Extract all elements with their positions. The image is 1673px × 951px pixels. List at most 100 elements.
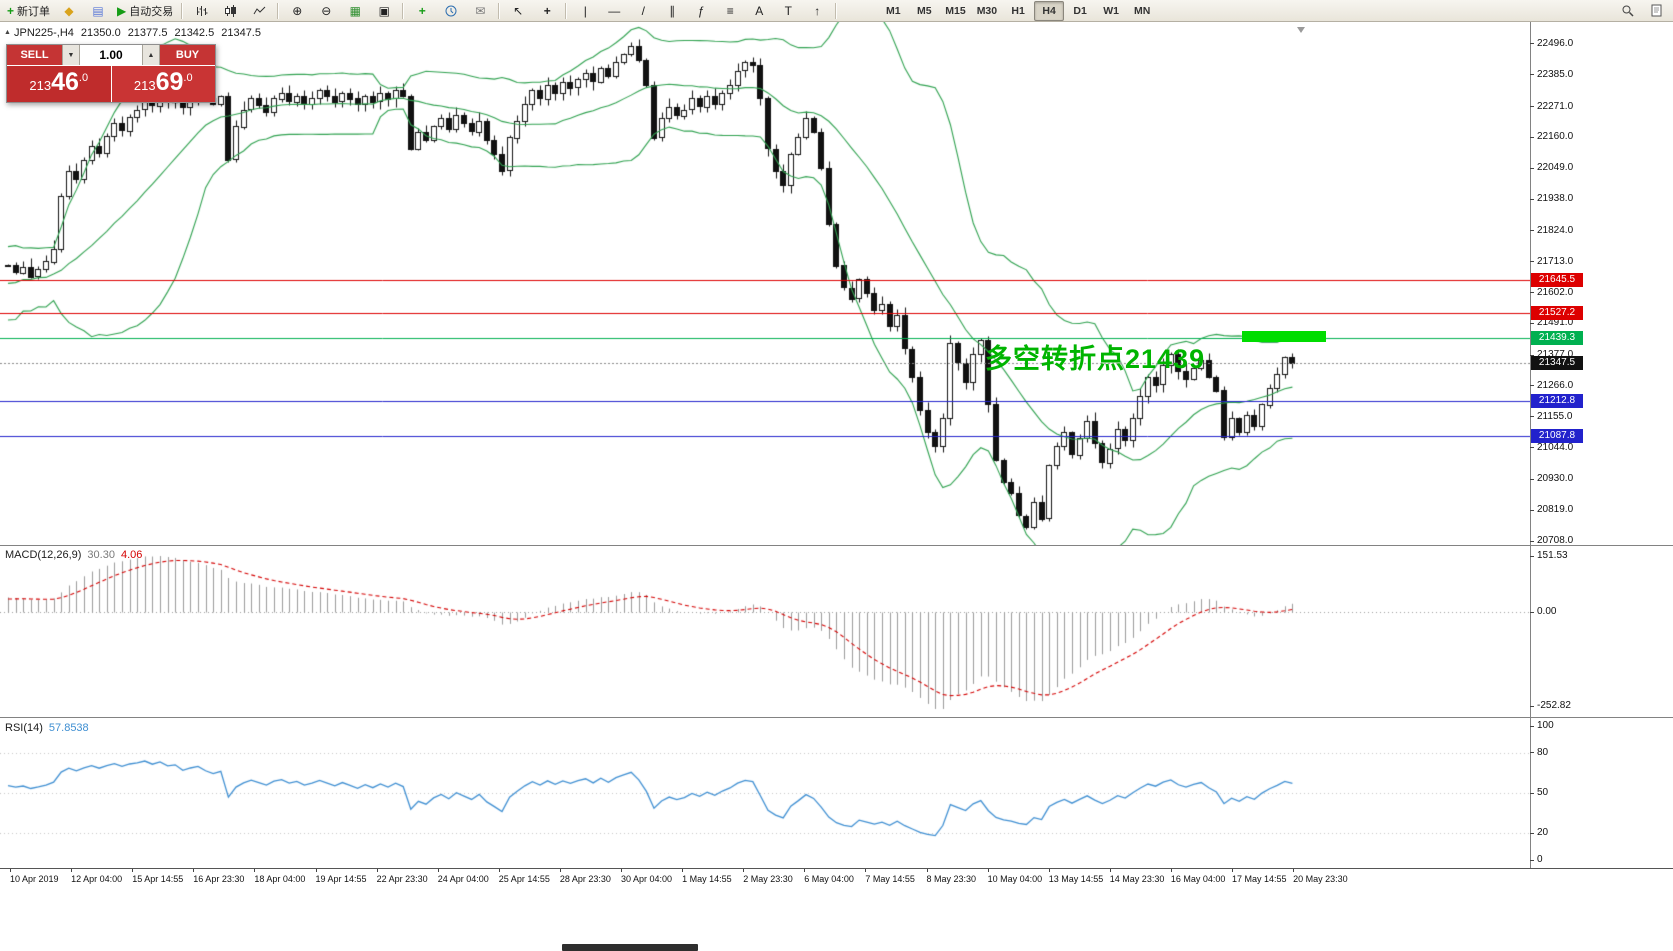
search-button[interactable]: [1613, 1, 1641, 21]
time-axis-label: 19 Apr 14:55: [315, 874, 367, 884]
rsi-name: RSI(14): [5, 722, 43, 734]
chart-annotation-text[interactable]: 多空转折点21439: [985, 344, 1206, 374]
price-axis-label: 21938.0: [1537, 193, 1574, 205]
zoom-in-button[interactable]: ⊕: [283, 1, 311, 21]
zoom-out-button[interactable]: ⊖: [312, 1, 340, 21]
price-axis-tick: [1530, 261, 1534, 263]
price-axis-label: 21602.0: [1537, 286, 1574, 298]
macd-axis-label: -252.82: [1537, 700, 1571, 711]
timeframe-h1[interactable]: H1: [1011, 4, 1025, 17]
buy-price-suffix: .0: [183, 72, 193, 84]
price-axis-tick: [1530, 447, 1534, 449]
arrows-button[interactable]: ↑: [803, 1, 831, 21]
text-button[interactable]: A: [745, 1, 773, 21]
grid-button[interactable]: ▦: [341, 1, 369, 21]
buy-price-button[interactable]: 213 69.0: [111, 66, 215, 102]
macd-panel-canvas[interactable]: [0, 546, 1530, 717]
bars-icon: [195, 5, 208, 17]
timeframe-m5[interactable]: M5: [916, 4, 932, 17]
price-axis-label: 22496.0: [1537, 37, 1574, 49]
time-axis[interactable]: 10 Apr 2019 12 Apr 04:00 15 Apr 14:55 16 Ap…: [0, 868, 1673, 893]
time-axis-tick: [1232, 869, 1233, 872]
toolbar-separator: [402, 2, 405, 19]
level-highlight-bar[interactable]: [1242, 331, 1326, 342]
time-axis-label: 30 Apr 04:00: [621, 874, 673, 884]
timeframe-w1[interactable]: W1: [1103, 4, 1119, 17]
tile-windows-button[interactable]: ▣: [370, 1, 398, 21]
price-chart-canvas[interactable]: [0, 22, 1530, 545]
rsi-axis-tick: [1530, 832, 1534, 834]
trendline-button[interactable]: /: [629, 1, 657, 21]
current-price-tag: 21347.5: [1531, 356, 1583, 371]
buy-button[interactable]: BUY: [160, 45, 215, 65]
timeframe-mn[interactable]: MN: [1133, 4, 1151, 17]
time-axis-label: 14 May 23:30: [1109, 874, 1165, 884]
timeframe-d1[interactable]: D1: [1073, 4, 1087, 17]
volume-up-button[interactable]: ▲: [142, 45, 160, 65]
time-axis-label: 16 Apr 23:30: [193, 874, 245, 884]
price-axis-tick: [1530, 509, 1534, 511]
crosshair-button[interactable]: +: [533, 1, 561, 21]
cursor-button[interactable]: ↖: [504, 1, 532, 21]
timeframe-m30[interactable]: M30: [976, 4, 998, 17]
rsi-axis-label: 50: [1537, 787, 1549, 798]
time-axis-tick: [1109, 869, 1111, 872]
time-axis-label: 28 Apr 23:30: [559, 874, 611, 884]
price-axis-tick: [1530, 292, 1534, 294]
macd-label: MACD(12,26,9) 30.30 4.06: [5, 549, 148, 561]
sell-price-button[interactable]: 213 46.0: [7, 66, 111, 102]
hline-icon: —: [608, 3, 621, 18]
rsi-axis-label: 80: [1537, 746, 1549, 758]
new-order-button[interactable]: + 新订单: [3, 1, 54, 21]
price-axis-label: 20930.0: [1537, 473, 1574, 485]
mail-button[interactable]: ✉: [466, 1, 494, 21]
macd-axis-tick: [1530, 555, 1534, 557]
channel-button[interactable]: ∥: [658, 1, 686, 21]
fibonacci-button[interactable]: ƒ: [687, 1, 715, 21]
time-axis-label: 17 May 14:55: [1232, 874, 1287, 884]
new-chart-button[interactable]: +: [408, 1, 436, 21]
time-axis-label: 20 May 23:30: [1293, 874, 1348, 884]
timeframe-h4[interactable]: H4: [1034, 0, 1065, 21]
charts-button[interactable]: ▤: [84, 1, 112, 21]
time-axis-label: 22 Apr 23:30: [376, 874, 428, 884]
cycles-button[interactable]: ≡: [716, 1, 744, 21]
chart-collapse-icon[interactable]: ▲: [4, 29, 11, 36]
price-level-tag: 21212.8: [1531, 393, 1583, 408]
price-axis-label: 22049.0: [1537, 162, 1574, 174]
horizontal-line-button[interactable]: —: [600, 1, 628, 21]
vertical-line-button[interactable]: |: [571, 1, 599, 21]
new-window-button[interactable]: [1642, 1, 1670, 21]
label-button[interactable]: T: [774, 1, 802, 21]
chart-symbol-period: JPN225-,H4: [14, 27, 74, 39]
candlestick-chart-button[interactable]: [216, 1, 244, 21]
buy-price-prefix: 213: [133, 78, 156, 93]
autotrading-button-label: 自动交易: [129, 5, 174, 18]
time-axis-label: 13 May 14:55: [1048, 874, 1104, 884]
market-button[interactable]: ◆: [55, 1, 83, 21]
time-axis-label: 24 Apr 04:00: [437, 874, 489, 884]
candles-icon: [224, 4, 237, 17]
sell-button[interactable]: SELL: [7, 45, 62, 65]
time-axis-tick: [682, 869, 684, 872]
chart-shift-marker-icon[interactable]: [1297, 27, 1305, 33]
timeframe-m1[interactable]: M1: [885, 4, 901, 17]
doc-icon: [1651, 4, 1662, 17]
chart-open: 21350.0: [80, 27, 121, 39]
volume-input[interactable]: 1.00: [80, 45, 142, 65]
bar-chart-button[interactable]: [187, 1, 215, 21]
taskbar-peek: [562, 944, 698, 951]
textT-icon: T: [784, 3, 792, 18]
volume-down-button[interactable]: ▼: [62, 45, 80, 65]
period-button[interactable]: [437, 1, 465, 21]
panel-splitter-macd[interactable]: [0, 545, 1673, 546]
time-axis-tick: [71, 869, 73, 872]
price-axis-label: 20708.0: [1537, 535, 1574, 547]
panel-splitter-rsi[interactable]: [0, 717, 1673, 718]
timeframe-m15[interactable]: M15: [945, 4, 966, 17]
autotrading-button[interactable]: ▶ 自动交易: [113, 1, 177, 21]
rsi-panel-canvas[interactable]: [0, 718, 1530, 868]
trendline-icon: /: [641, 3, 645, 18]
line-chart-button[interactable]: [245, 1, 273, 21]
